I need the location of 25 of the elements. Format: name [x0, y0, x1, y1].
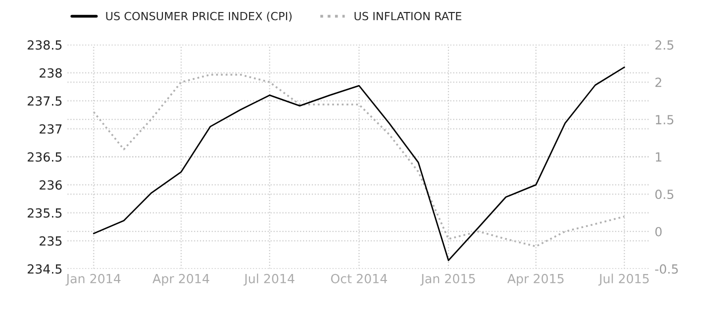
y-tick-label: 236.5 — [28, 152, 62, 162]
legend-label: US INFLATION RATE — [354, 12, 462, 20]
x-tick-label: Jul 2014 — [244, 274, 294, 286]
x-tick-label: Oct 2014 — [331, 274, 388, 284]
x-tick-label: Apr 2014 — [152, 274, 210, 286]
x-tick-label: Apr 2015 — [507, 274, 564, 286]
y-tick-label: 237.5 — [28, 96, 62, 106]
x-tick-label: Jul 2015 — [598, 274, 649, 286]
y-tick-label: 235.5 — [28, 208, 62, 218]
x-tick-label: Jan 2014 — [66, 274, 121, 286]
y2-tick-label: 2 — [655, 78, 662, 87]
y2-tick-label: 0.5 — [655, 190, 674, 200]
y2-tick-label: 1 — [656, 152, 662, 162]
y2-tick-label: 2.5 — [655, 40, 674, 50]
y2-tick-label: -0.5 — [655, 264, 678, 274]
y-tick-label: 234.5 — [28, 264, 62, 274]
y-tick-label: 236 — [40, 180, 62, 190]
y2-tick-label: 1.5 — [656, 115, 674, 124]
y-tick-label: 238 — [40, 68, 62, 78]
y2-tick-label: 0 — [655, 226, 662, 236]
y-tick-label: 237 — [40, 124, 62, 134]
y-tick-label: 235 — [40, 236, 62, 246]
y-tick-label: 238.5 — [28, 40, 62, 50]
x-tick-label: Jan 2015 — [420, 274, 475, 286]
legend-label: US CONSUMER PRICE INDEX (CPI) — [106, 12, 292, 22]
